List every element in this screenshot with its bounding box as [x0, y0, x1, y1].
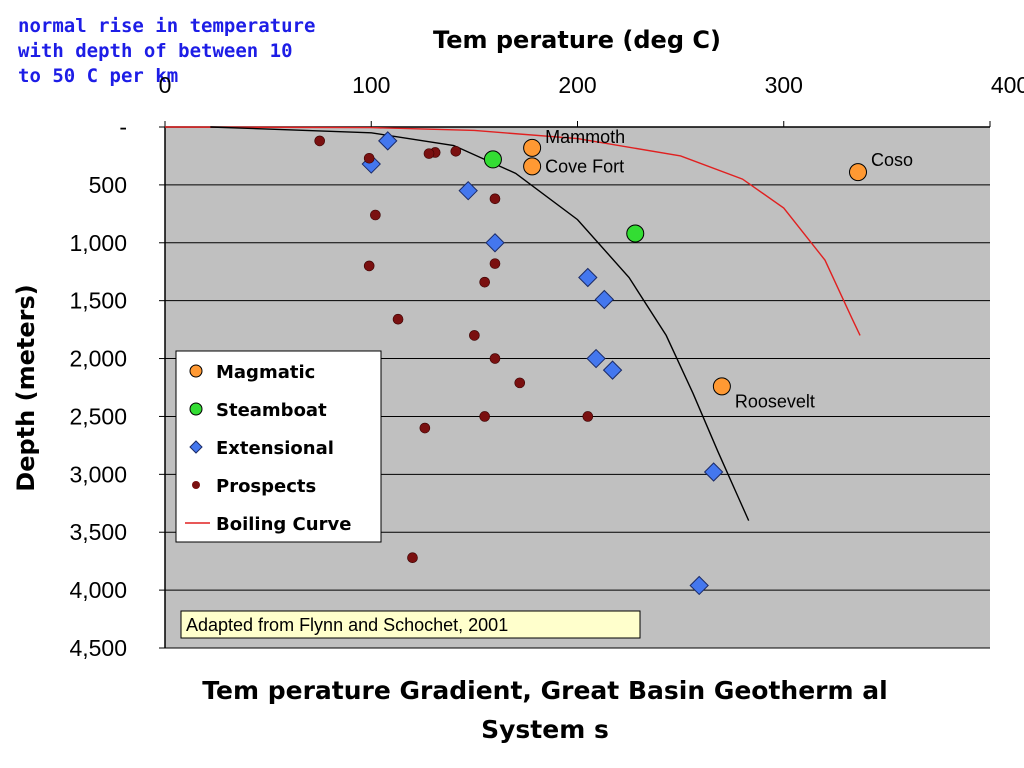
extensional-point	[485, 233, 505, 253]
chart-title: Tem perature Gradient, Great Basin Geoth…	[202, 676, 887, 705]
source-note: Adapted from Flynn and Schochet, 2001	[180, 610, 641, 639]
x-tick-label: 300	[765, 72, 803, 98]
legend: Magmatic Steamboat Extensional Prospects Boi…	[175, 350, 382, 543]
magmatic-point	[523, 138, 542, 157]
prospect-point	[423, 148, 435, 159]
point-label: Mammoth	[545, 127, 625, 147]
prospect-point	[582, 411, 594, 422]
prospect-point	[489, 353, 501, 364]
prospect-point	[479, 411, 490, 422]
magmatic-point	[849, 163, 867, 182]
legend-label: Boiling Curve	[216, 514, 351, 535]
x-tick-label: 0	[159, 72, 172, 98]
prospect-point	[469, 330, 480, 341]
series-lines	[164, 126, 861, 521]
legend-dot-swatch	[192, 481, 200, 489]
point-label: Cove Fort	[545, 156, 624, 176]
y-tick-label: 500	[89, 172, 127, 198]
source-note-box	[180, 610, 641, 639]
prospect-point	[407, 552, 418, 563]
legend-label: Steamboat	[216, 400, 327, 421]
extensional-point	[458, 180, 478, 201]
steamboat-point	[483, 150, 502, 169]
legend-label: Extensional	[216, 438, 334, 459]
prospect-point	[363, 152, 375, 164]
prospect-point	[314, 135, 325, 147]
legend-circle-swatch	[189, 402, 203, 416]
legend-label: Magmatic	[216, 362, 315, 383]
legend-circle-swatch	[189, 364, 203, 378]
legend-box	[175, 350, 382, 543]
chart-title-line2: System s	[481, 715, 609, 744]
y-tick-label: 4,000	[69, 577, 127, 603]
x-axis-title: Tem perature (deg C)	[433, 26, 721, 54]
source-note-text: Adapted from Flynn and Schochet, 2001	[186, 615, 508, 635]
legend-label: Prospects	[216, 476, 316, 497]
y-tick-label: 3,500	[69, 519, 127, 545]
legend-diamond-swatch	[189, 440, 203, 454]
magmatic-point	[523, 157, 542, 176]
steamboat-point	[626, 224, 645, 243]
extensional-point	[703, 462, 724, 482]
y-tick-label: 2,000	[69, 346, 127, 372]
prospect-point	[514, 377, 526, 389]
prospect-point	[489, 193, 501, 205]
y-tick-label: 2,500	[69, 403, 127, 429]
point-label: Coso	[871, 150, 913, 170]
extensional-point	[602, 360, 623, 380]
y-tick-label: -	[119, 114, 127, 140]
point-labels: Mammoth Cove Fort Coso Roosevelt	[545, 127, 913, 412]
y-tick-label: 1,000	[69, 230, 127, 256]
extensional-point	[586, 348, 606, 369]
boiling-curve-line	[164, 126, 861, 336]
y-tick-label: 3,000	[69, 461, 127, 487]
x-tick-label: 100	[352, 72, 390, 98]
annotation-note: normal rise in temperature with depth of…	[18, 15, 316, 87]
extensional-point	[378, 131, 398, 151]
x-tick-label: 200	[558, 72, 596, 98]
data-points	[314, 131, 867, 596]
prospect-point	[370, 209, 381, 221]
prospect-point	[450, 146, 462, 157]
y-tick-label: 4,500	[69, 635, 127, 661]
x-tick-labels: 0 100 200 300 400	[159, 72, 1024, 98]
extensional-point	[578, 267, 598, 288]
y-tick-labels: - 500 1,000 1,500 2,000 2,500 3,000 3,500 4,000 4…	[69, 114, 127, 661]
extensional-point	[689, 575, 709, 596]
prospect-point	[479, 276, 490, 288]
prospect-point	[392, 313, 404, 325]
extensional-point	[594, 289, 615, 310]
y-axis-title: Depth (meters)	[12, 284, 40, 491]
gradient-trend-line	[210, 126, 750, 521]
magmatic-point	[712, 377, 731, 396]
prospect-point	[419, 422, 431, 434]
x-tick-label: 400	[991, 72, 1024, 98]
prospect-point	[489, 258, 501, 269]
point-label: Roosevelt	[735, 391, 815, 411]
prospect-point	[363, 260, 375, 272]
y-tick-label: 1,500	[69, 288, 127, 314]
